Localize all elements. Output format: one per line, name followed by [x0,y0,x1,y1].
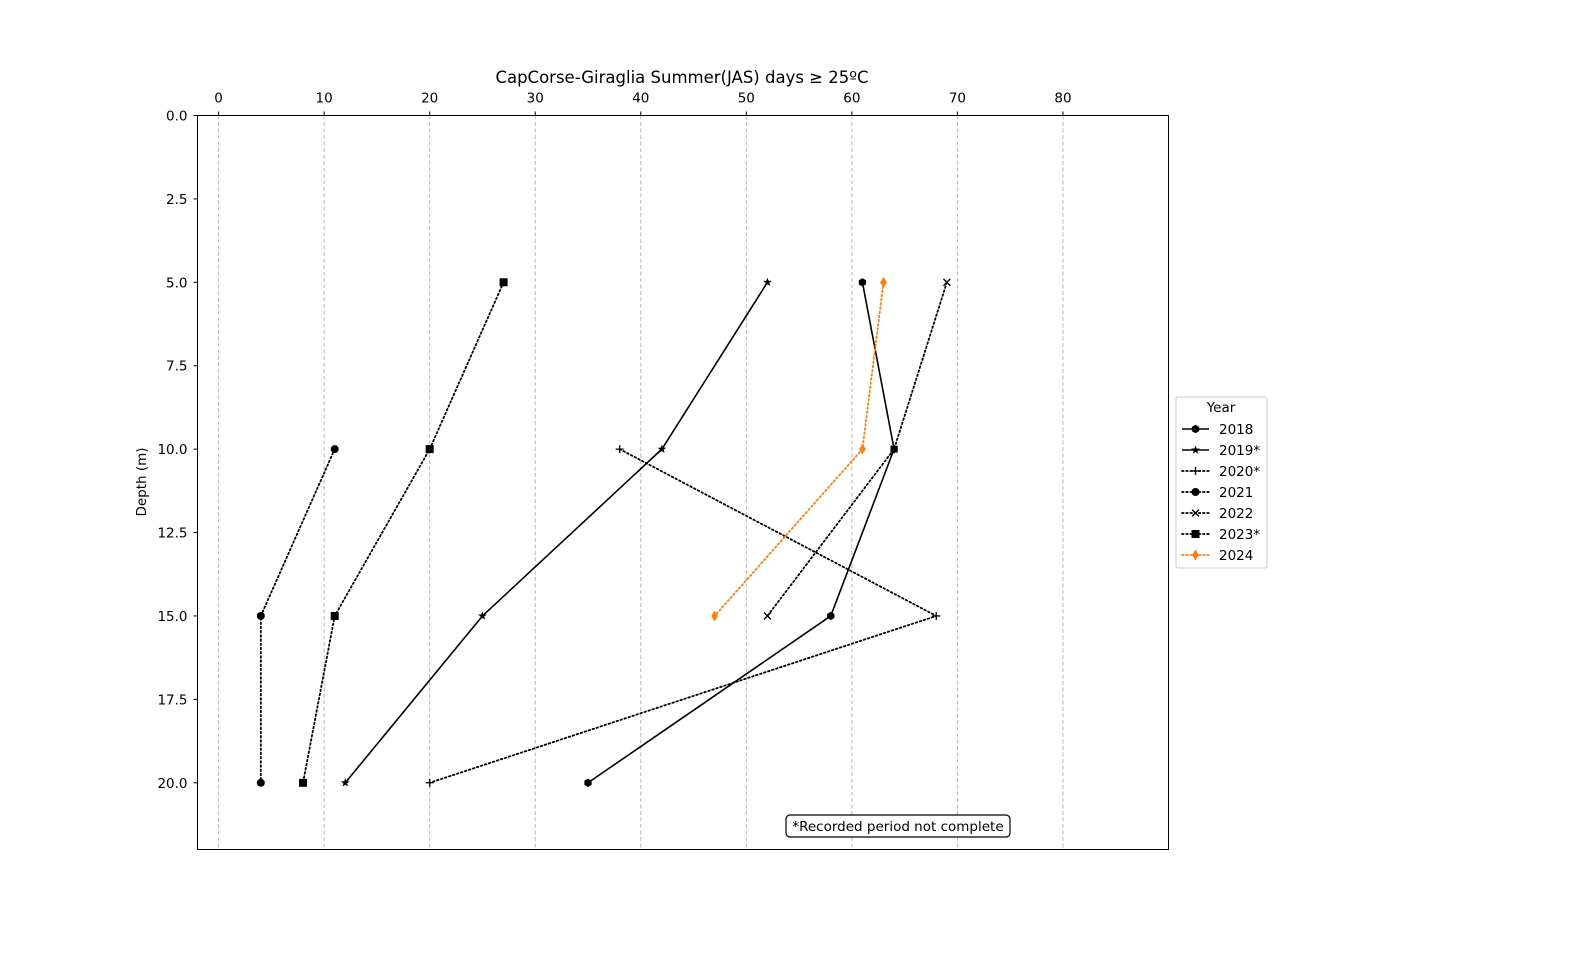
series-line [344,281,769,784]
legend-label: 2023* [1219,527,1260,543]
data-point [425,445,434,454]
series-line [713,281,885,617]
data-point [942,278,951,287]
y-tick-label: 10.0 [157,442,187,458]
data-point [890,445,898,454]
legend-label: 2018 [1219,422,1253,438]
y-tick-label: 15.0 [157,609,187,625]
legend-entry: 2022 [1181,506,1253,522]
data-point [859,443,866,455]
plot-frame [197,115,1169,850]
series-2024 [711,276,887,622]
x-tick-label: 20 [421,91,438,107]
x-tick-label: 80 [1054,91,1071,107]
series-line [587,282,895,784]
y-tick-label: 20.0 [157,776,187,792]
legend-entry: 2018 [1182,422,1253,438]
data-point [330,445,339,454]
legend-marker [1191,530,1200,538]
x-axis: 0 10 20 30 40 50 60 70 80 [214,91,1072,116]
x-tick-label: 40 [632,91,649,107]
y-tick-label: 12.5 [157,526,187,542]
legend: Year 2018 2019* 2020* 2021 2022 2023* 2024 [1175,396,1268,569]
legend-marker [1191,467,1200,475]
legend-marker [1191,488,1200,496]
y-tick-label: 2.5 [166,192,187,208]
legend-entry: 2024 [1181,548,1253,564]
grid-lines [218,115,1064,850]
data-point [584,778,592,787]
data-point [256,778,265,787]
data-point [340,778,350,787]
data-point [657,444,667,453]
data-point [763,612,772,620]
legend-marker [1191,509,1200,517]
annotation-box [785,814,1011,838]
legend-marker [1191,424,1200,434]
legend-label: 2022 [1219,506,1253,522]
legend-entry: 2020* [1181,464,1260,480]
x-tick-label: 70 [949,91,966,107]
legend-label: 2021 [1219,485,1253,501]
data-point [858,278,867,287]
legend-title: Year [1206,400,1236,416]
y-tick-label: 17.5 [157,692,187,708]
data-point [880,276,887,288]
data-point [478,611,487,620]
chart-title: CapCorse-Giraglia Summer(JAS) days ≥ 25º… [495,68,868,87]
data-point [499,278,508,287]
series-line [766,281,948,617]
legend-marker [1192,549,1199,561]
legend-entries: 2018 2019* 2020* 2021 2022 2023* 2024 [1181,422,1260,564]
data-point [425,778,434,787]
data-point [932,611,941,620]
series-2018 [584,278,898,787]
legend-entry: 2019* [1182,443,1260,459]
series-line [302,281,505,784]
y-tick-label: 0.0 [166,109,187,125]
legend-label: 2024 [1219,548,1253,564]
series-2019 [340,277,772,787]
legend-marker [1191,445,1200,454]
series-2021 [256,445,339,787]
y-axis: 0.0 2.5 5.0 7.5 10.0 12.5 15.0 17.5 20.0 [157,109,198,792]
annotation-text: *Recorded period not complete [792,819,1003,835]
data-point [711,610,719,622]
data-point [763,277,772,287]
x-tick-label: 0 [214,91,223,107]
series-line [259,448,336,784]
legend-label: 2019* [1219,443,1260,459]
data-point [299,778,308,787]
y-tick-label: 5.0 [166,275,187,291]
x-tick-label: 30 [527,91,544,107]
legend-box [1175,396,1268,569]
series-layer [256,276,951,787]
data-point [256,611,265,620]
data-point [827,611,835,621]
series-2023 [299,278,508,787]
y-axis-label: Depth (m) [134,447,150,516]
x-tick-label: 60 [843,91,860,107]
x-tick-label: 10 [316,91,333,107]
legend-label: 2020* [1219,464,1260,480]
x-tick-label: 50 [738,91,755,107]
data-point [615,445,624,454]
series-2020 [425,445,941,787]
series-line [428,448,938,784]
y-tick-label: 7.5 [166,359,187,375]
annotation: *Recorded period not complete [785,814,1011,838]
series-2022 [763,278,951,620]
data-point [330,611,339,620]
legend-entry: 2023* [1181,527,1260,543]
legend-entry: 2021 [1181,485,1253,501]
